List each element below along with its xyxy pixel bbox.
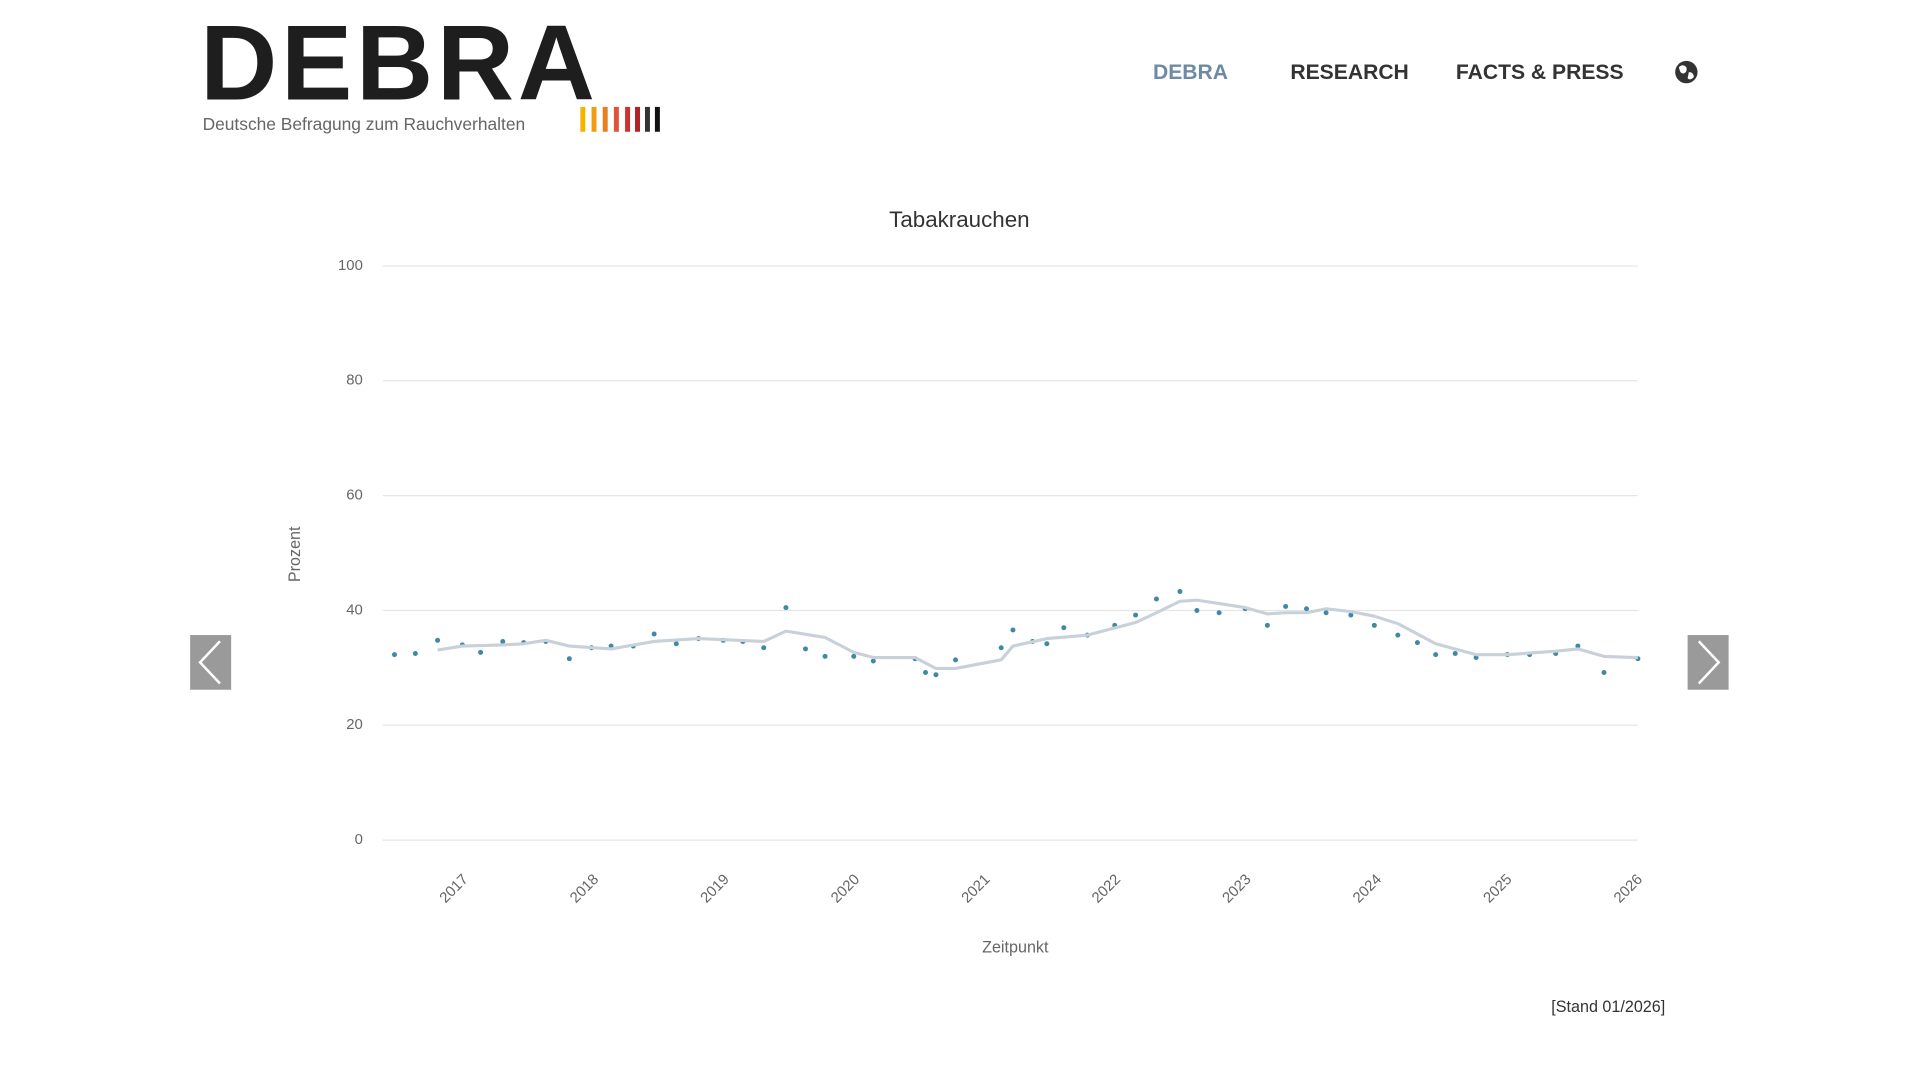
nav-link[interactable]: DEBRA [1153, 61, 1228, 84]
y-tick-label: 20 [346, 717, 363, 733]
y-tick-label: 60 [346, 488, 363, 504]
y-tick-label: 80 [346, 373, 363, 389]
data-point [1304, 606, 1309, 612]
nav-link[interactable]: FACTS & PRESS [1456, 61, 1624, 84]
data-point [412, 651, 418, 657]
data-point [1010, 627, 1016, 633]
data-point [392, 652, 397, 658]
prev-arrow[interactable] [190, 635, 232, 690]
nav-link[interactable]: RESEARCH [1290, 61, 1408, 84]
next-arrow[interactable] [1687, 635, 1729, 690]
x-tick-label: 2026 [1611, 872, 1646, 907]
data-point [478, 649, 484, 655]
data-point [998, 645, 1004, 651]
logo[interactable]: DEBRA [200, 2, 599, 122]
data-point [435, 637, 441, 643]
data-point [673, 641, 679, 647]
data-point [1395, 632, 1401, 638]
data-point [822, 653, 828, 659]
logo-bars [580, 106, 660, 132]
data-point [761, 645, 767, 651]
data-point [1575, 643, 1581, 649]
data-point [933, 672, 939, 678]
data-point [1264, 622, 1270, 628]
data-point [851, 653, 857, 659]
data-point [1177, 589, 1183, 595]
data-point [783, 605, 789, 611]
x-tick-label: 2024 [1350, 872, 1385, 907]
data-point [1216, 610, 1222, 616]
data-point [1601, 669, 1607, 675]
data-point [870, 658, 876, 664]
data-point [1133, 612, 1139, 618]
data-point [1153, 596, 1159, 602]
data-point [1473, 655, 1479, 661]
data-point [923, 669, 929, 675]
chart-title: Tabakrauchen [889, 207, 1029, 232]
data-point [651, 631, 657, 637]
header: DEBRA Deutsche Befragung zum Rauchverhal… [200, 2, 1698, 134]
data-point [1194, 607, 1200, 613]
y-tick-label: 40 [346, 602, 363, 618]
data-point [953, 657, 959, 663]
language-globe[interactable] [1675, 60, 1698, 84]
y-tick-label: 0 [355, 832, 363, 848]
data-point [1323, 610, 1329, 616]
data-point [1452, 651, 1458, 657]
footer-note: [Stand 01/2026] [1551, 998, 1665, 1016]
data-point [500, 638, 506, 644]
x-tick-label: 2018 [567, 872, 602, 907]
x-tick-label: 2017 [437, 872, 472, 907]
y-axis-label: Prozent [286, 526, 304, 582]
x-tick-label: 2019 [698, 872, 733, 907]
y-tick-label: 100 [338, 258, 363, 274]
plot-area: 0 20 40 60 80 100 2017 2018 2019 2020 2021 2022 2023… [338, 258, 1646, 907]
data-point [1348, 612, 1354, 618]
data-point [1433, 652, 1439, 658]
data-point [1371, 622, 1377, 628]
x-axis-label: Zeitpunkt [982, 938, 1049, 956]
tagline: Deutsche Befragung zum Rauchverhalten [203, 114, 526, 134]
x-tick-label: 2025 [1481, 872, 1516, 907]
trend-line [437, 598, 1638, 671]
x-tick-label: 2020 [828, 872, 863, 907]
x-tick-label: 2023 [1220, 872, 1255, 907]
data-point [1044, 641, 1050, 647]
data-point [1414, 640, 1420, 646]
x-tick-label: 2021 [959, 872, 994, 907]
data-point [803, 646, 808, 652]
x-tick-label: 2022 [1089, 872, 1124, 907]
data-point [1283, 603, 1289, 609]
data-point [566, 656, 572, 662]
data-point [1061, 625, 1067, 631]
